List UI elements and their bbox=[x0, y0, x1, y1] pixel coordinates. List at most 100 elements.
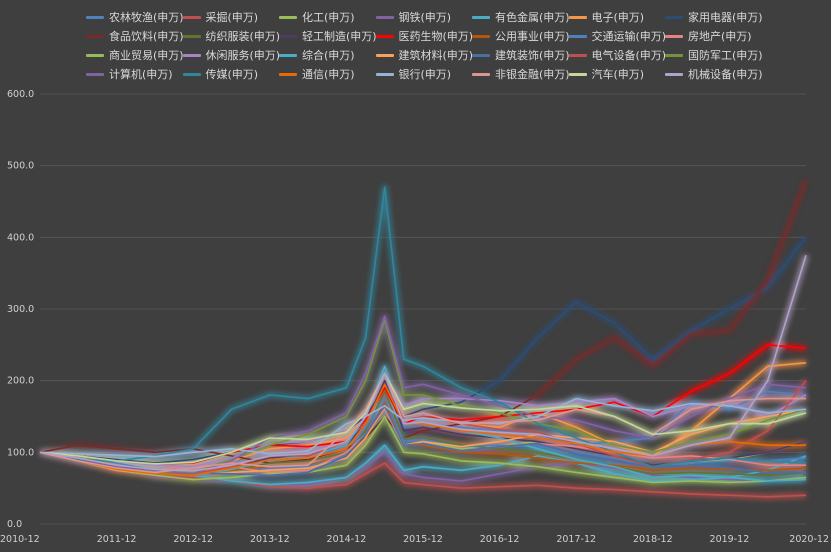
legend-swatch bbox=[472, 15, 490, 19]
y-tick-label: 300.0 bbox=[7, 304, 34, 315]
x-tick-label: 2013-12 bbox=[250, 534, 290, 545]
legend-item: 化工(申万) bbox=[279, 8, 355, 26]
y-tick-label: 200.0 bbox=[7, 376, 34, 387]
legend-item: 通信(申万) bbox=[279, 65, 355, 83]
series-line-24 bbox=[39, 397, 807, 458]
legend-label: 银行(申万) bbox=[398, 68, 452, 81]
legend-label: 纺织服装(申万) bbox=[205, 30, 281, 43]
legend-label: 建筑装饰(申万) bbox=[495, 49, 570, 62]
legend-item: 采掘(申万) bbox=[182, 8, 259, 26]
legend-label: 公用事业(申万) bbox=[495, 30, 570, 43]
legend-label: 国防军工(申万) bbox=[688, 49, 763, 62]
legend-item: 交通运输(申万) bbox=[568, 27, 667, 45]
legend-label: 食品饮料(申万) bbox=[109, 30, 184, 43]
legend-swatch bbox=[665, 53, 683, 57]
legend-swatch bbox=[568, 34, 587, 38]
series-glow bbox=[39, 179, 809, 500]
y-tick-label: 600.0 bbox=[7, 89, 34, 100]
legend-label: 钢铁(申万) bbox=[398, 11, 452, 24]
legend-swatch bbox=[568, 15, 587, 19]
legend-label: 传媒(申万) bbox=[205, 68, 259, 81]
legend-swatch bbox=[86, 15, 104, 19]
legend-item: 家用电器(申万) bbox=[665, 8, 763, 26]
legend-swatch bbox=[472, 34, 490, 38]
x-tick-label: 2015-12 bbox=[403, 534, 443, 545]
legend-swatch bbox=[568, 53, 587, 57]
legend-item: 非银金融(申万) bbox=[472, 65, 570, 83]
legend-label: 计算机(申万) bbox=[109, 68, 173, 81]
legend-item: 钢铁(申万) bbox=[375, 8, 452, 26]
x-axis-ticks: 2010-12 2011-12 2012-12 2013-12 2014-12 2015-… bbox=[0, 534, 829, 545]
series-line-1 bbox=[39, 451, 807, 498]
legend-item: 电子(申万) bbox=[568, 8, 644, 26]
y-tick-label: 0.0 bbox=[7, 519, 22, 530]
legend-swatch bbox=[568, 72, 587, 76]
legend-swatch bbox=[279, 15, 297, 19]
series-line-15 bbox=[39, 372, 807, 468]
legend-item: 商业贸易(申万) bbox=[86, 46, 184, 64]
x-tick-label: 2016-12 bbox=[480, 534, 520, 545]
legend-swatch bbox=[182, 15, 201, 19]
series-line-25 bbox=[39, 372, 806, 474]
legend-label: 机械设备(申万) bbox=[688, 68, 763, 81]
series-glow-line bbox=[39, 317, 807, 475]
series-lines bbox=[39, 179, 807, 498]
legend-item: 有色金属(申万) bbox=[472, 8, 570, 26]
legend-item: 电气设备(申万) bbox=[568, 46, 667, 64]
x-tick-label: 2012-12 bbox=[173, 534, 213, 545]
legend-item: 建筑装饰(申万) bbox=[472, 46, 570, 64]
legend-item: 纺织服装(申万) bbox=[182, 27, 281, 45]
series-line-14 bbox=[39, 415, 807, 484]
x-tick-label: 2011-12 bbox=[97, 534, 137, 545]
legend-swatch bbox=[182, 72, 201, 76]
legend-label: 有色金属(申万) bbox=[495, 11, 570, 24]
y-tick-label: 100.0 bbox=[7, 447, 34, 458]
legend-item: 公用事业(申万) bbox=[472, 27, 570, 45]
legend-label: 交通运输(申万) bbox=[591, 30, 667, 43]
legend-label: 医药生物(申万) bbox=[398, 30, 474, 43]
legend-swatch bbox=[182, 34, 201, 38]
legend-swatch bbox=[665, 15, 683, 19]
legend-item: 汽车(申万) bbox=[568, 65, 645, 83]
legend-label: 家用电器(申万) bbox=[688, 11, 763, 24]
series-line-21 bbox=[39, 315, 807, 475]
legend-swatch bbox=[279, 34, 297, 38]
legend-swatch bbox=[86, 53, 104, 57]
legend-label: 轻工制造(申万) bbox=[302, 30, 377, 43]
legend-label: 商业贸易(申万) bbox=[109, 49, 184, 62]
legend-swatch bbox=[472, 72, 490, 76]
legend-label: 电气设备(申万) bbox=[591, 49, 667, 62]
y-tick-label: 400.0 bbox=[7, 232, 34, 243]
x-tick-label: 2014-12 bbox=[327, 534, 367, 545]
legend-swatch bbox=[375, 15, 394, 19]
legend-item: 医药生物(申万) bbox=[375, 27, 474, 45]
legend-swatch bbox=[279, 53, 297, 57]
series-line-26 bbox=[39, 372, 807, 465]
legend-label: 休闲服务(申万) bbox=[205, 49, 281, 62]
legend-label: 非银金融(申万) bbox=[495, 68, 570, 81]
legend-swatch bbox=[375, 34, 394, 38]
legend-swatch bbox=[375, 53, 394, 57]
legend-item: 综合(申万) bbox=[279, 46, 355, 64]
legend-swatch bbox=[279, 72, 297, 76]
legend-label: 化工(申万) bbox=[302, 11, 355, 24]
legend-item: 农林牧渔(申万) bbox=[86, 8, 184, 26]
legend-item: 建筑材料(申万) bbox=[375, 46, 474, 64]
x-tick-label: 2017-12 bbox=[556, 534, 596, 545]
legend-label: 采掘(申万) bbox=[205, 11, 259, 24]
legend-item: 食品饮料(申万) bbox=[86, 27, 184, 45]
legend-swatch bbox=[86, 34, 104, 38]
y-tick-label: 500.0 bbox=[7, 161, 34, 172]
legend-swatch bbox=[182, 53, 201, 57]
legend-label: 房地产(申万) bbox=[688, 30, 752, 43]
y-axis-ticks: 0.0 100.0 200.0 300.0 400.0 500.0 600.0 bbox=[7, 89, 34, 530]
x-tick-label: 2010-12 bbox=[0, 534, 40, 545]
legend-item: 轻工制造(申万) bbox=[279, 27, 377, 45]
legend-item: 银行(申万) bbox=[375, 65, 452, 83]
legend-item: 休闲服务(申万) bbox=[182, 46, 281, 64]
legend-label: 汽车(申万) bbox=[591, 68, 645, 81]
legend-swatch bbox=[86, 72, 104, 76]
legend-label: 建筑材料(申万) bbox=[398, 49, 474, 62]
legend-swatch bbox=[665, 72, 683, 76]
